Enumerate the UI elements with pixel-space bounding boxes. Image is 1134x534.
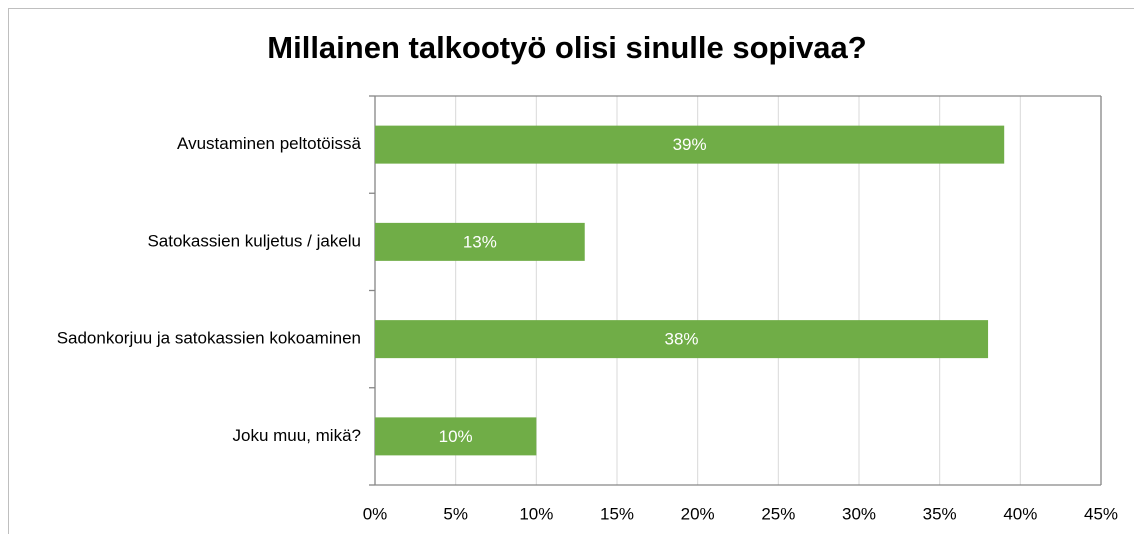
data-label: 38%: [665, 330, 699, 349]
data-label: 13%: [463, 232, 497, 251]
x-tick-label: 0%: [363, 504, 388, 523]
x-tick-label: 40%: [1003, 504, 1037, 523]
x-tick-label: 45%: [1084, 504, 1118, 523]
data-label: 39%: [673, 135, 707, 154]
y-tick-label: Avustaminen peltotöissä: [177, 134, 362, 153]
bar: [375, 125, 1005, 164]
x-tick-label: 10%: [519, 504, 553, 523]
x-tick-label: 25%: [761, 504, 795, 523]
x-tick-label: 35%: [923, 504, 957, 523]
x-tick-label: 20%: [681, 504, 715, 523]
y-tick-label: Joku muu, mikä?: [233, 426, 362, 445]
bar: [375, 222, 585, 261]
chart-title: Millainen talkootyö olisi sinulle sopiva…: [267, 30, 866, 65]
data-label: 10%: [439, 427, 473, 446]
bar: [375, 417, 537, 456]
chart-border: [8, 8, 1134, 534]
x-tick-label: 30%: [842, 504, 876, 523]
x-tick-label: 5%: [443, 504, 468, 523]
y-tick-label: Sadonkorjuu ja satokassien kokoaminen: [57, 329, 361, 348]
x-tick-label: 15%: [600, 504, 634, 523]
y-tick-label: Satokassien kuljetus / jakelu: [147, 231, 361, 250]
bar: [375, 320, 989, 359]
